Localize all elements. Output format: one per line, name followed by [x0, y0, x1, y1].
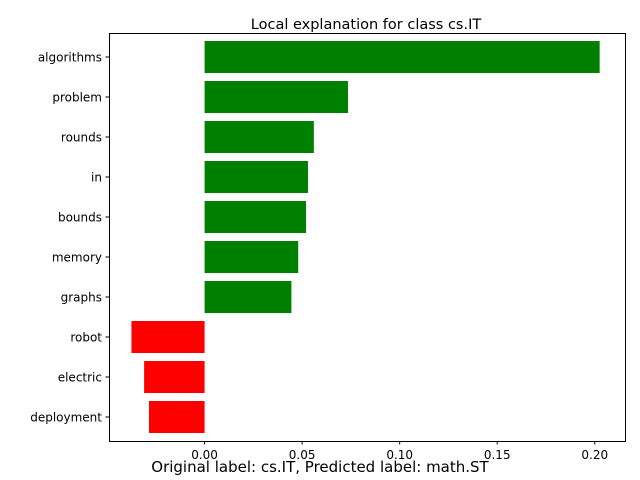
bar-electric [144, 361, 205, 393]
category-label: robot [70, 331, 102, 345]
category-label: electric [58, 371, 102, 385]
bar-problem [204, 81, 348, 113]
chart-caption: Original label: cs.IT, Predicted label: … [151, 458, 489, 476]
category-label: graphs [61, 291, 102, 305]
category-label: bounds [58, 211, 102, 225]
bar-graphs [204, 281, 292, 313]
bar-bounds [204, 201, 307, 233]
x-tick-label: 0.15 [484, 448, 511, 462]
x-tick-label: 0.20 [581, 448, 608, 462]
bar-rounds [204, 121, 314, 153]
x-tick-label: 0.10 [386, 448, 413, 462]
x-tick-label: 0.05 [289, 448, 316, 462]
bars [131, 41, 600, 433]
category-label: rounds [61, 131, 102, 145]
x-axis-ticks: 0.00 0.05 0.10 0.15 0.20 [191, 441, 608, 462]
bar-algorithms [204, 41, 600, 73]
category-label: deployment [30, 411, 102, 425]
axes-frame [109, 33, 626, 442]
x-tick-label: 0.00 [191, 448, 218, 462]
bar-deployment [148, 401, 205, 433]
category-label: in [91, 171, 102, 185]
category-label: algorithms [38, 51, 102, 65]
category-label: problem [52, 91, 102, 105]
category-label: memory [52, 251, 102, 265]
category-labels: algorithms problem rounds in bounds memory gra… [30, 51, 109, 425]
chart-title: Local explanation for class cs.IT [251, 17, 482, 33]
bar-in [204, 161, 308, 193]
bar-memory [204, 241, 299, 273]
bar-robot [131, 321, 205, 353]
